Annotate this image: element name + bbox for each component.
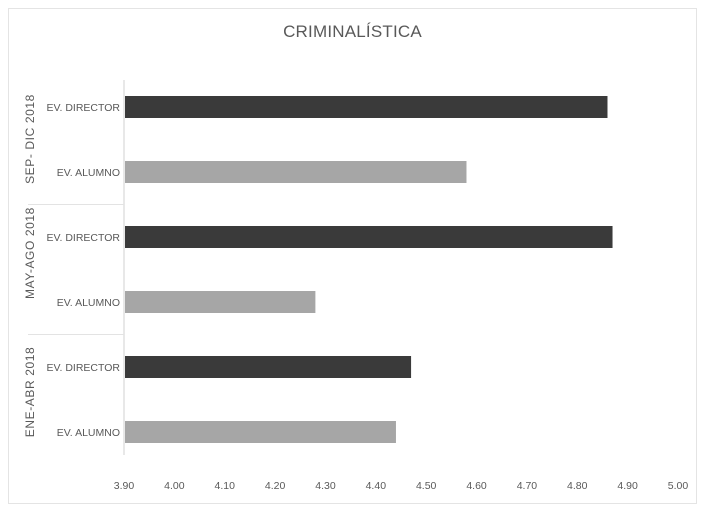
- x-tick-label: 3.90: [114, 480, 135, 492]
- bar-2-1: [125, 226, 613, 248]
- axis-layer: [28, 80, 125, 455]
- category-label: EV. DIRECTOR: [46, 232, 120, 244]
- chart-title: CRIMINALÍSTICA: [283, 22, 422, 41]
- bar-2-2: [125, 291, 316, 313]
- bars-layer: [125, 96, 613, 443]
- x-tick-label: 4.10: [215, 480, 236, 492]
- bar-3-2: [125, 421, 396, 443]
- x-tick-label: 4.00: [164, 480, 185, 492]
- x-tick-label: 4.40: [366, 480, 387, 492]
- category-label: EV. ALUMNO: [57, 167, 120, 179]
- x-tick-label: 4.90: [617, 480, 638, 492]
- bar-1-2: [125, 161, 467, 183]
- category-label: EV. DIRECTOR: [46, 102, 120, 114]
- x-tick-label: 4.70: [517, 480, 538, 492]
- group-label: MAY-AGO 2018: [23, 207, 37, 299]
- x-tick-label: 4.50: [416, 480, 437, 492]
- group-label: SEP- DIC 2018: [23, 94, 37, 184]
- bar-3-1: [125, 356, 412, 378]
- x-tick-label: 4.80: [567, 480, 588, 492]
- x-tick-label: 4.60: [466, 480, 487, 492]
- x-tick-label: 4.20: [265, 480, 286, 492]
- group-label: ENE-ABR 2018: [23, 347, 37, 438]
- labels-layer: EV. DIRECTOR EV. ALUMNO SEP- DIC 2018 EV. D…: [23, 94, 688, 492]
- category-label: EV. ALUMNO: [57, 427, 120, 439]
- category-label: EV. DIRECTOR: [46, 362, 120, 374]
- category-label: EV. ALUMNO: [57, 297, 120, 309]
- bar-1-1: [125, 96, 608, 118]
- x-tick-label: 5.00: [668, 480, 689, 492]
- x-tick-label: 4.30: [315, 480, 336, 492]
